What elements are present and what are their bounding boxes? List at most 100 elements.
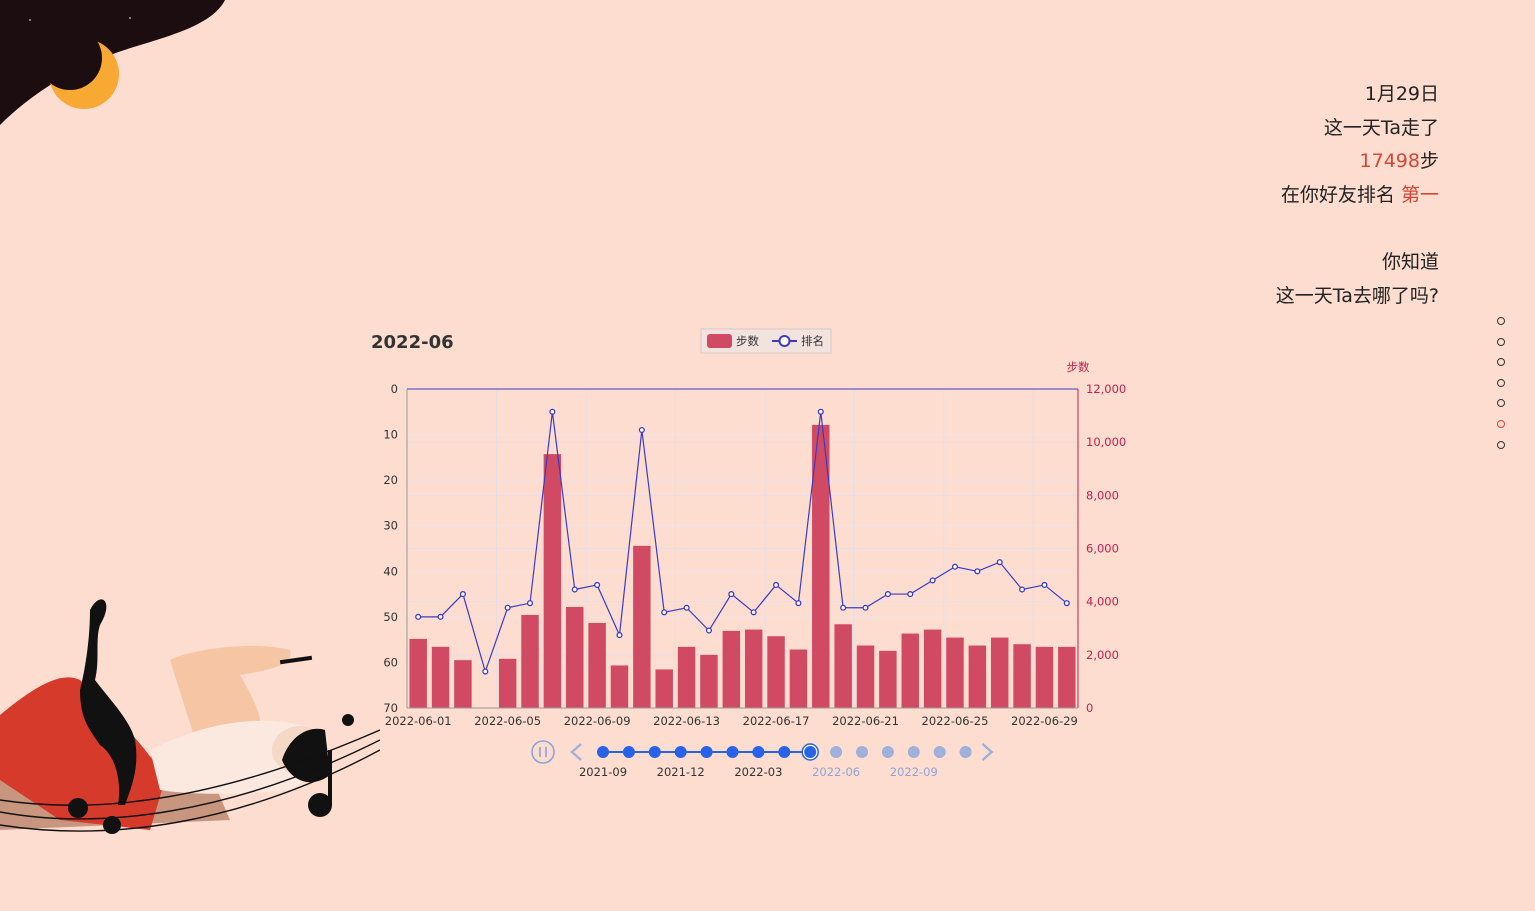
bar-2022-06-03[interactable] (454, 660, 472, 708)
rank-point-2022-06-02[interactable] (437, 613, 444, 620)
page-dot-2[interactable] (1497, 337, 1505, 346)
rank-point-2022-06-18[interactable] (795, 600, 802, 607)
rank-point-2022-06-21[interactable] (862, 604, 869, 611)
page-dot-1[interactable] (1497, 317, 1505, 325)
right-tick-label: 8,000 (1086, 488, 1119, 502)
timeline-label[interactable]: 2022-06 (812, 765, 860, 779)
bar-2022-06-17[interactable] (767, 636, 785, 708)
rank-point-2022-06-15[interactable] (728, 591, 735, 598)
rank-point-2022-06-16[interactable] (750, 609, 757, 616)
page-dot-7[interactable] (1497, 440, 1505, 449)
timeline-point[interactable] (856, 746, 868, 758)
timeline-current-point[interactable] (804, 746, 817, 758)
page-dot-6[interactable] (1497, 419, 1505, 428)
chevron-right-icon[interactable] (981, 743, 994, 761)
chevron-left-icon[interactable] (570, 743, 582, 761)
story-date: 1月29日 (1364, 83, 1439, 105)
right-axis-label: 步数 (1067, 360, 1090, 374)
rank-point-2022-06-07[interactable] (549, 408, 556, 415)
play-pause-button[interactable] (531, 740, 555, 764)
timeline-label[interactable]: 2022-03 (734, 765, 782, 779)
timeline-label[interactable]: 2022-09 (890, 765, 938, 779)
rank-point-2022-06-19[interactable] (817, 408, 824, 415)
bar-2022-06-24[interactable] (923, 629, 942, 708)
bar-2022-06-09[interactable] (588, 622, 606, 708)
bar-2022-06-27[interactable] (990, 637, 1009, 708)
timeline-point[interactable] (700, 746, 713, 758)
bar-2022-06-01[interactable] (409, 638, 427, 708)
timeline-point[interactable] (830, 746, 843, 758)
pause-icon[interactable] (531, 740, 555, 764)
timeline-point[interactable] (597, 746, 609, 758)
bar-2022-06-06[interactable] (521, 614, 539, 708)
night-sky-decoration (0, 0, 225, 125)
rank-point-2022-06-20[interactable] (840, 604, 847, 611)
rank-point-2022-06-08[interactable] (571, 586, 578, 593)
page-dot-3[interactable] (1497, 358, 1505, 367)
page-dot-4[interactable] (1497, 378, 1505, 387)
bar-2022-06-29[interactable] (1035, 646, 1054, 708)
rank-point-2022-06-12[interactable] (661, 609, 668, 616)
bar-2022-06-16[interactable] (744, 629, 763, 708)
legend-label-steps[interactable]: 步数 (736, 334, 759, 348)
rank-point-2022-06-30[interactable] (1063, 600, 1070, 607)
timeline-point[interactable] (881, 746, 894, 758)
rank-point-2022-06-29[interactable] (1041, 581, 1048, 589)
rank-point-2022-06-01[interactable] (415, 613, 422, 620)
bar-2022-06-11[interactable] (633, 545, 651, 708)
timeline-point[interactable] (726, 746, 739, 758)
bar-2022-06-20[interactable] (834, 624, 852, 708)
timeline-point[interactable] (778, 746, 791, 758)
bar-2022-06-15[interactable] (722, 630, 741, 708)
bar-2022-06-22[interactable] (879, 650, 897, 708)
bar-2022-06-14[interactable] (700, 654, 718, 708)
rank-point-2022-06-17[interactable] (772, 581, 780, 589)
bar-2022-06-26[interactable] (968, 645, 987, 708)
timeline-point[interactable] (907, 746, 920, 758)
timeline-point[interactable] (674, 746, 687, 758)
timeline-point[interactable] (648, 746, 661, 758)
bar-2022-06-30[interactable] (1058, 646, 1076, 708)
timeline-point[interactable] (933, 746, 946, 758)
rank-point-2022-06-10[interactable] (616, 632, 623, 639)
bar-2022-06-02[interactable] (431, 646, 450, 708)
timeline-point[interactable] (622, 746, 635, 758)
rank-point-2022-06-14[interactable] (705, 627, 712, 634)
bar-2022-06-12[interactable] (655, 669, 673, 708)
rank-point-2022-06-11[interactable] (638, 426, 645, 434)
legend-bar-swatch[interactable] (707, 334, 732, 348)
bar-2022-06-05[interactable] (498, 658, 517, 708)
rank-point-2022-06-28[interactable] (1019, 586, 1026, 593)
timeline-point[interactable] (959, 746, 972, 758)
timeline-label[interactable]: 2021-12 (657, 765, 705, 779)
bar-2022-06-10[interactable] (610, 665, 629, 708)
rank-point-2022-06-05[interactable] (504, 604, 511, 611)
rank-point-2022-06-26[interactable] (974, 568, 981, 575)
bar-2022-06-25[interactable] (946, 637, 964, 708)
rank-point-2022-06-09[interactable] (594, 581, 601, 589)
legend-line-marker[interactable] (778, 335, 791, 347)
rank-point-2022-06-13[interactable] (683, 604, 690, 611)
bar-2022-06-21[interactable] (856, 645, 875, 708)
bar-2022-06-08[interactable] (566, 606, 584, 708)
bar-2022-06-23[interactable] (901, 633, 919, 708)
rank-point-2022-06-04[interactable] (482, 668, 489, 675)
rank-point-2022-06-03[interactable] (459, 591, 466, 598)
rank-point-2022-06-23[interactable] (907, 591, 914, 598)
bar-2022-06-19[interactable] (812, 424, 830, 708)
rank-point-2022-06-27[interactable] (996, 559, 1003, 566)
chart-axes: 0 10 20 30 40 50 60 70 0 2,000 4,000 6,000 8,000 10,0… (383, 360, 1126, 728)
bar-2022-06-28[interactable] (1013, 644, 1031, 708)
timeline-label[interactable]: 2021-09 (579, 765, 627, 779)
timeline-point[interactable] (752, 746, 765, 758)
page-dot-5[interactable] (1497, 399, 1505, 408)
rank-point-2022-06-24[interactable] (929, 577, 936, 584)
bar-2022-06-13[interactable] (677, 646, 696, 708)
bar-2022-06-07[interactable] (543, 454, 562, 708)
bar-2022-06-18[interactable] (789, 649, 808, 708)
rank-point-2022-06-22[interactable] (884, 591, 891, 598)
rank-point-2022-06-25[interactable] (951, 563, 959, 570)
legend-label-rank[interactable]: 排名 (801, 334, 824, 348)
rank-point-2022-06-06[interactable] (526, 600, 534, 607)
story-question-2: 这一天Ta去哪了吗? (1275, 284, 1439, 307)
